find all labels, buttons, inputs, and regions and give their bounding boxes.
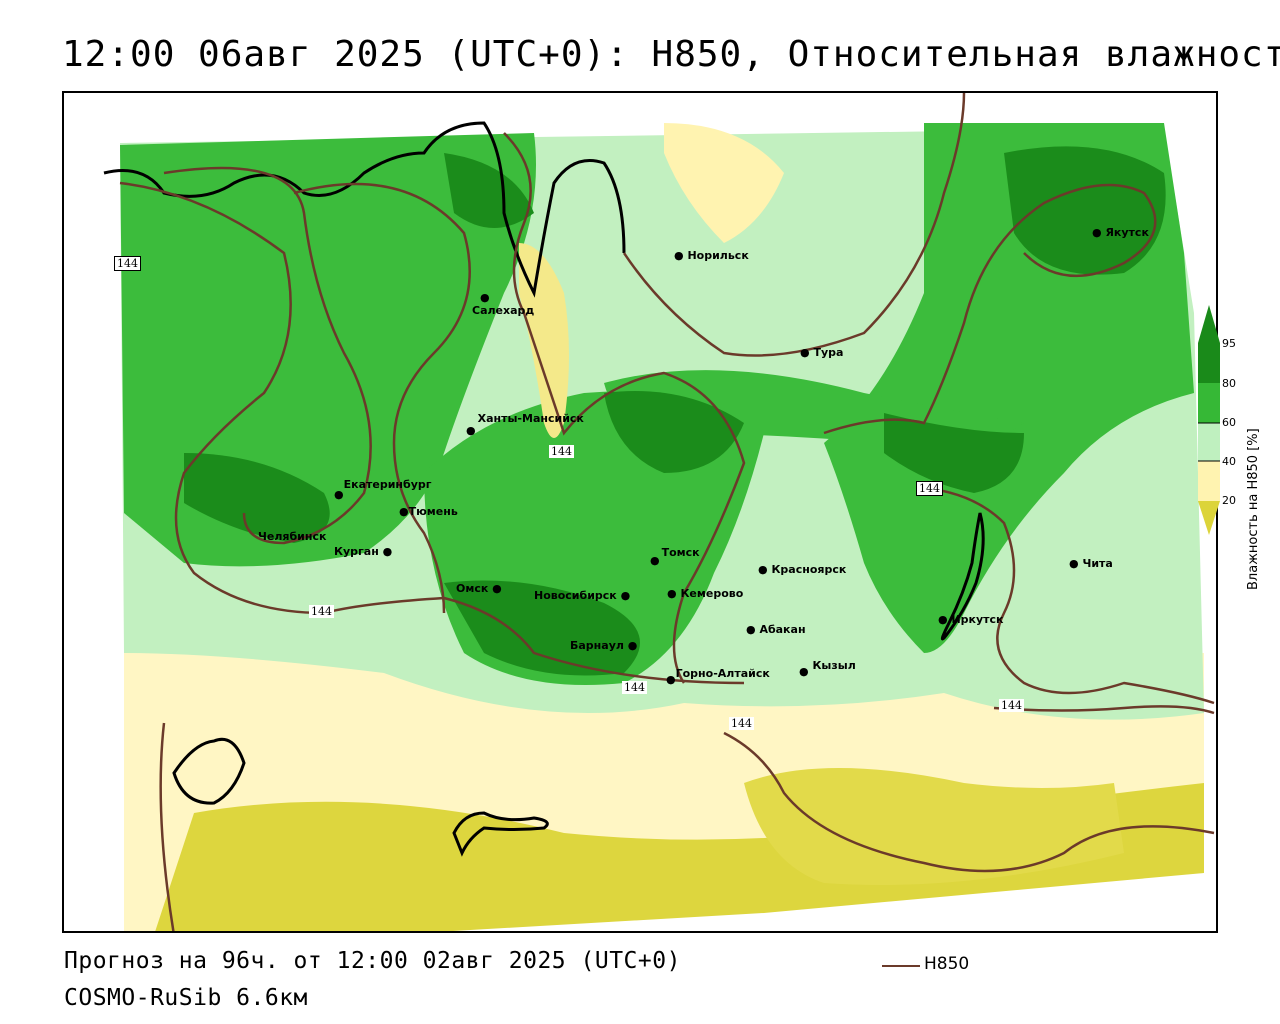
forecast-info: Прогноз на 96ч. от 12:00 02авг 2025 (UTC…: [64, 948, 681, 974]
city-label: Кызыл: [812, 659, 856, 672]
isoline-label: 144: [622, 681, 647, 694]
very-humid-core-4: [444, 580, 640, 676]
city-marker: ●Томск: [650, 546, 700, 567]
city-marker: ●Екатеринбург: [334, 478, 432, 501]
legend-title: Влажность на H850 [%]: [1246, 428, 1261, 590]
very-humid-core-6: [444, 153, 534, 228]
legend-swatch-40-60: [1198, 423, 1220, 461]
city-marker: ● Иркутск: [938, 613, 1004, 626]
city-label: Якутск: [1105, 226, 1149, 239]
dry-tongue: [519, 243, 569, 438]
isoline-h850-9: [993, 705, 1215, 715]
aral-sea: [172, 737, 246, 805]
city-marker: Челябинск: [258, 530, 326, 543]
city-label: Тура: [813, 346, 844, 359]
isoline-h850-1: [119, 181, 745, 685]
legend-tick: 20: [1222, 494, 1236, 507]
isoline-h850-2: [163, 166, 372, 545]
city-label: Горно-Алтайск: [675, 667, 770, 680]
legend-tick: 60: [1222, 416, 1236, 429]
legend-swatch-20-40: [1198, 461, 1220, 501]
isoline-label: 144: [309, 605, 334, 618]
city-label: Чита: [1082, 557, 1113, 570]
isoline-h850-3: [293, 182, 471, 614]
isoline-legend-label: H850: [924, 954, 970, 974]
isoline-label: 144: [549, 445, 574, 458]
city-label: Омск: [456, 582, 489, 595]
city-label: Кемерово: [680, 587, 744, 600]
city-label: Норильск: [687, 249, 749, 262]
city-marker: ● Кызыл: [799, 659, 856, 678]
legend-swatch-low: [1198, 501, 1220, 535]
legend-tick: 95: [1222, 337, 1236, 350]
isoline-h850-6: [823, 183, 1157, 435]
city-marker: ● Норильск: [674, 249, 749, 262]
legend-swatch-80-95: [1198, 343, 1220, 383]
city-label: Абакан: [759, 623, 806, 636]
city-label: Тюмень: [408, 505, 458, 518]
very-humid-core-3: [884, 413, 1024, 493]
lake-baikal: [940, 512, 985, 641]
isoline-label: 144: [916, 481, 943, 496]
city-marker: ● Тура: [800, 346, 844, 359]
legend-colorbar: [1198, 305, 1220, 535]
city-marker: ●Тюмень: [399, 505, 458, 518]
city-marker: Барнаул ●: [570, 639, 638, 652]
city-marker: ●Горно-Алтайск: [666, 667, 770, 686]
city-label: Екатеринбург: [343, 478, 432, 491]
city-marker: ● Якутск: [1092, 226, 1149, 239]
isoline-label: 144: [999, 699, 1024, 712]
isoline-label: 144: [729, 717, 754, 730]
very-humid-core-5: [184, 453, 330, 543]
city-label: Иркутск: [951, 613, 1004, 626]
isoline-label: 144: [114, 256, 141, 271]
isoline-legend-swatch: [882, 965, 920, 967]
color-legend: 95 80 60 40 20: [1198, 305, 1278, 595]
isoline-h850-4: [503, 132, 746, 684]
city-marker: ●Ханты-Мансийск: [466, 412, 584, 437]
city-marker: Омск ●: [456, 582, 502, 595]
city-marker: ● Абакан: [746, 623, 806, 636]
isoline-h850-8: [723, 731, 1215, 873]
city-label: Красноярск: [771, 563, 847, 576]
city-marker: Курган ●: [334, 545, 393, 558]
very-humid-core-1: [1004, 146, 1166, 275]
isoline-h850-7: [923, 486, 1215, 705]
lake-balkhash: [452, 811, 549, 857]
dry-patch-north: [664, 123, 784, 243]
city-marker: ● Красноярск: [758, 563, 847, 576]
isoline-h850-10: [159, 722, 175, 931]
city-marker: Новосибирск ●: [534, 589, 631, 602]
city-marker: ● Чита: [1069, 557, 1113, 570]
isoline-h850-5: [622, 93, 966, 357]
map-title: 12:00 06авг 2025 (UTC+0): H850, Относите…: [62, 34, 1280, 75]
city-label: Курган: [334, 545, 379, 558]
legend-tick: 80: [1222, 377, 1236, 390]
legend-swatch-95: [1198, 305, 1220, 343]
dry-patch-east: [744, 768, 1124, 885]
city-label: Ханты-Мансийск: [477, 412, 584, 425]
city-label: Челябинск: [258, 530, 327, 543]
city-label: Томск: [661, 546, 700, 559]
city-marker: ● Салехард: [472, 291, 535, 317]
city-label: Салехард: [472, 304, 535, 317]
city-label: Новосибирск: [534, 589, 617, 602]
legend-tick: 40: [1222, 455, 1236, 468]
map-area: 144 144 144 144 144 144 144 ● Норильск ●…: [62, 91, 1218, 933]
model-name: COSMO-RuSib 6.6км: [64, 985, 308, 1011]
city-marker: ● Кемерово: [667, 587, 744, 600]
very-humid-core-2: [604, 391, 744, 473]
legend-swatch-60-80: [1198, 383, 1220, 423]
coastline: [103, 121, 626, 298]
city-label: Барнаул: [570, 639, 624, 652]
